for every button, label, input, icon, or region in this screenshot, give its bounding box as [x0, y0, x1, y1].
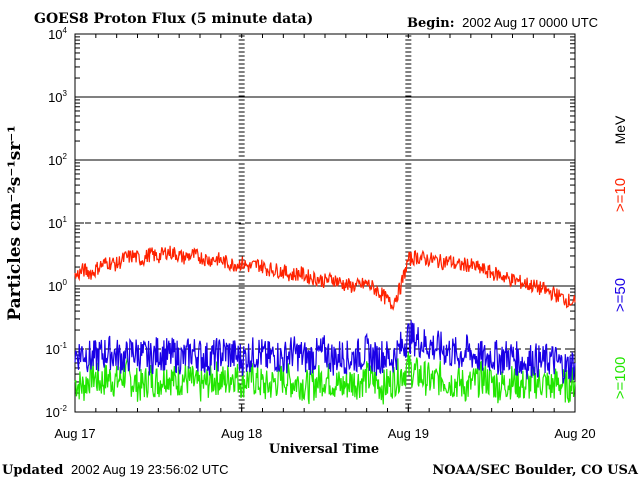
y-tick-exp: -2: [60, 404, 68, 413]
y-tick-label: 102: [48, 152, 67, 168]
credit-text: NOAA/SEC Boulder, CO USA: [432, 463, 639, 478]
y-tick-exp: -1: [60, 341, 68, 350]
updated-value: 2002 Aug 19 23:56:02 UTC: [71, 462, 229, 477]
series-line-ge50: [74, 320, 576, 384]
y-tick-exp: 3: [63, 89, 68, 98]
y-tick-base: 10: [45, 405, 59, 420]
x-axis: Aug 17 Aug 18 Aug 19 Aug 20: [54, 34, 596, 441]
y-tick-label: 10-1: [45, 341, 67, 357]
y-tick-exp: 0: [63, 278, 68, 287]
x-axis-label: Universal Time: [269, 442, 379, 457]
legend-item-ge10: >=10: [612, 178, 629, 212]
y-tick-label: 10-2: [45, 404, 67, 420]
y-axis-label: Particles cm⁻²s⁻¹sr⁻¹: [5, 125, 25, 320]
series-line-ge100: [74, 352, 576, 405]
y-tick-base: 10: [45, 342, 59, 357]
legend-item-ge100: >=100: [612, 357, 629, 400]
grid-lines: [75, 96, 575, 350]
y-tick-exp: 4: [63, 26, 68, 35]
y-tick-base: 10: [48, 153, 62, 168]
y-tick-exp: 2: [63, 152, 68, 161]
chart-title: GOES8 Proton Flux (5 minute data): [34, 11, 313, 27]
y-tick-base: 10: [48, 216, 62, 231]
x-tick-label: Aug 18: [221, 426, 262, 441]
begin-label: Begin: 2002 Aug 17 0000 UTC: [407, 15, 598, 31]
y-tick-exp: 1: [63, 215, 68, 224]
series-line-ge10: [74, 245, 576, 311]
legend: MeV >=10 >=50 >=100: [612, 115, 629, 399]
x-tick-label: Aug 19: [388, 426, 429, 441]
y-tick-base: 10: [48, 279, 62, 294]
y-tick-label: 103: [48, 89, 67, 105]
legend-unit: MeV: [612, 115, 628, 144]
series-group: [74, 245, 576, 405]
x-tick-label: Aug 17: [54, 426, 95, 441]
y-tick-base: 10: [48, 90, 62, 105]
updated-text: Updated 2002 Aug 19 23:56:02 UTC: [2, 462, 229, 478]
y-tick-label: 104: [48, 26, 67, 42]
begin-label-key: Begin:: [407, 16, 455, 31]
x-tick-label: Aug 20: [554, 426, 595, 441]
legend-item-ge50: >=50: [612, 278, 629, 312]
y-tick-label: 100: [48, 278, 67, 294]
y-tick-label: 101: [48, 215, 67, 231]
y-tick-base: 10: [48, 27, 62, 42]
updated-label: Updated: [2, 463, 63, 478]
begin-label-value: 2002 Aug 17 0000 UTC: [462, 15, 598, 30]
